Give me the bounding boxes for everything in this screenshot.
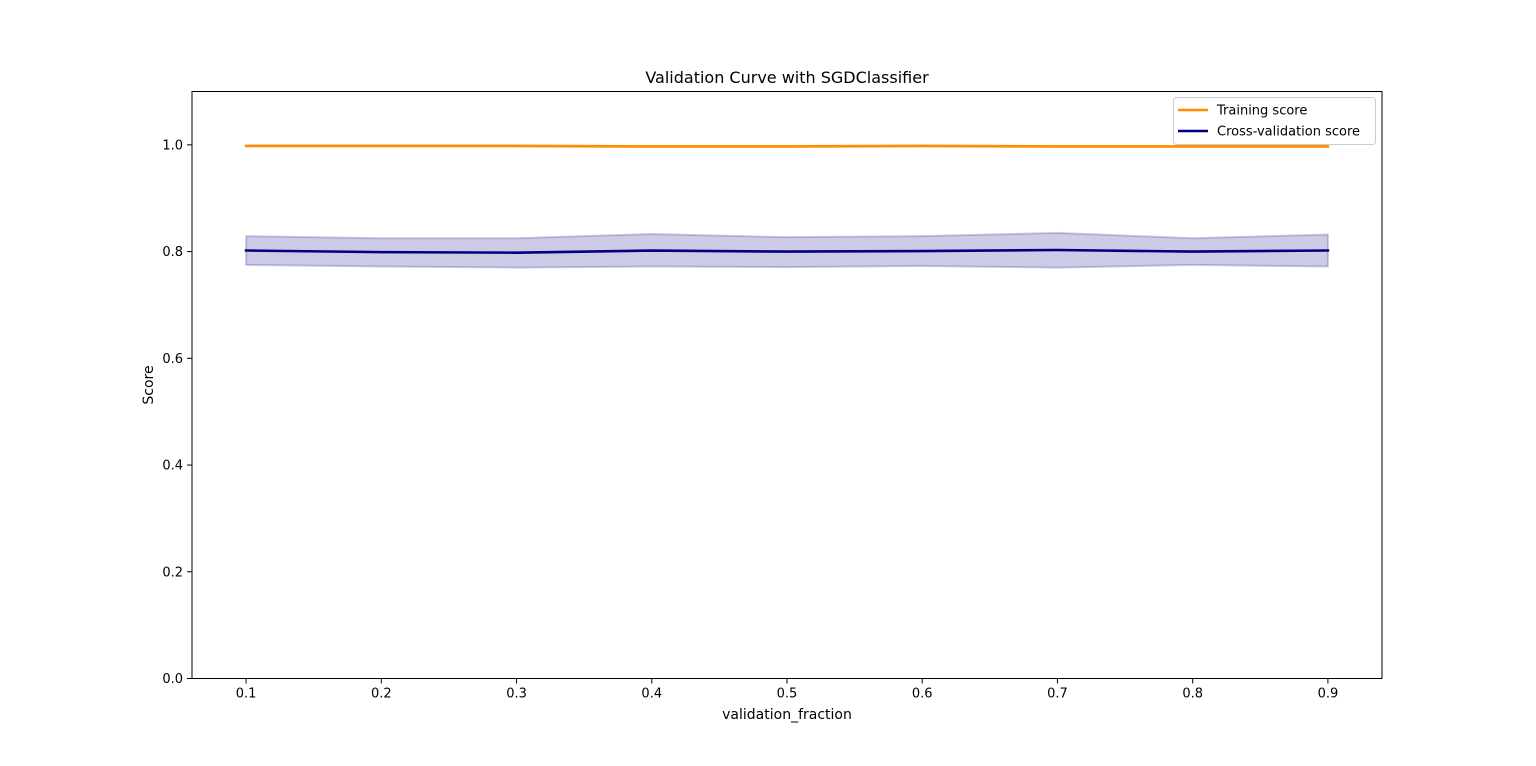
series-line-cross-validation-score bbox=[244, 248, 1330, 254]
y-tick-label: 0.0 bbox=[162, 672, 183, 687]
series-band-cross-validation-score bbox=[245, 231, 1329, 269]
y-tick-label: 0.4 bbox=[162, 459, 183, 474]
x-tick-label: 0.3 bbox=[506, 687, 527, 702]
y-tick-label: 0.2 bbox=[162, 565, 183, 580]
x-tick-label: 0.8 bbox=[1182, 687, 1203, 702]
x-axis-label: validation_fraction bbox=[722, 707, 852, 723]
y-tick-label: 1.0 bbox=[162, 138, 183, 153]
x-tick-label: 0.1 bbox=[236, 687, 257, 702]
x-tick-label: 0.6 bbox=[912, 687, 933, 702]
y-axis: 0.0 0.2 0.4 0.6 0.8 1.0 bbox=[162, 138, 192, 687]
x-tick-label: 0.5 bbox=[777, 687, 798, 702]
y-axis-label: Score bbox=[141, 365, 157, 404]
y-tick-label: 0.6 bbox=[162, 352, 183, 367]
chart-title: Validation Curve with SGDClassifier bbox=[645, 68, 929, 87]
lines-layer bbox=[244, 144, 1330, 254]
x-tick-label: 0.4 bbox=[641, 687, 662, 702]
x-tick-label: 0.9 bbox=[1318, 687, 1339, 702]
series-line-training-score bbox=[244, 144, 1330, 148]
legend-label: Training score bbox=[1216, 104, 1307, 119]
x-axis: 0.1 0.2 0.3 0.4 0.5 0.6 0.7 0.8 0.9 bbox=[236, 678, 1339, 702]
x-tick-label: 0.7 bbox=[1047, 687, 1068, 702]
legend: Training score Cross-validation score bbox=[1173, 97, 1376, 145]
legend-box bbox=[1173, 97, 1376, 145]
legend-label: Cross-validation score bbox=[1217, 125, 1360, 140]
y-tick-label: 0.8 bbox=[162, 245, 183, 260]
x-tick-label: 0.2 bbox=[371, 687, 392, 702]
